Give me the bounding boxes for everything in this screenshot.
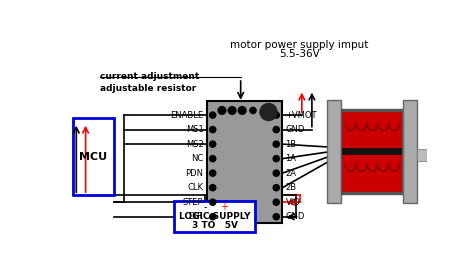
Circle shape [273, 127, 279, 133]
Bar [342, 112, 401, 150]
Text: GND: GND [285, 125, 305, 134]
Text: GND: GND [285, 212, 305, 221]
Circle shape [273, 170, 279, 176]
Text: 5.5-36V: 5.5-36V [279, 49, 320, 59]
Text: 1B: 1B [285, 140, 297, 149]
Text: 2B: 2B [285, 183, 297, 192]
Bar [341, 109, 402, 194]
Circle shape [273, 112, 279, 118]
Text: motor power supply imput: motor power supply imput [230, 40, 369, 50]
Circle shape [210, 112, 216, 118]
Circle shape [260, 103, 277, 120]
Bar [73, 118, 113, 195]
Text: MS1: MS1 [186, 125, 203, 134]
Bar [417, 149, 438, 161]
Circle shape [210, 156, 216, 162]
Circle shape [210, 214, 216, 220]
Circle shape [210, 185, 216, 191]
Text: 1A: 1A [285, 154, 297, 163]
Text: 3 TO   5V: 3 TO 5V [191, 221, 237, 230]
Circle shape [250, 107, 256, 114]
Text: STEP: STEP [183, 198, 203, 207]
Circle shape [210, 127, 216, 133]
Bar [342, 153, 401, 190]
Text: VIO: VIO [285, 198, 301, 207]
Text: CLK: CLK [187, 183, 203, 192]
Text: ENABLE: ENABLE [170, 111, 203, 120]
Circle shape [273, 199, 279, 205]
Text: PDN: PDN [185, 169, 203, 178]
Bar [207, 101, 283, 223]
Bar [402, 100, 417, 203]
Text: +VMOT: +VMOT [285, 111, 317, 120]
Text: MCU: MCU [79, 152, 108, 162]
Bar [342, 148, 401, 154]
Circle shape [210, 141, 216, 147]
Circle shape [210, 199, 216, 205]
Bar [174, 201, 255, 232]
Text: DIR: DIR [189, 212, 203, 221]
Text: 2A: 2A [285, 169, 297, 178]
Text: NC: NC [191, 154, 203, 163]
Circle shape [210, 170, 216, 176]
Bar [327, 100, 341, 203]
Circle shape [273, 141, 279, 147]
Circle shape [228, 107, 236, 114]
Circle shape [273, 156, 279, 162]
Circle shape [238, 107, 246, 114]
Circle shape [218, 107, 226, 114]
Text: current adjustment
adjustable resistor: current adjustment adjustable resistor [100, 72, 199, 93]
Circle shape [273, 185, 279, 191]
Text: LOGIC SUPPLY: LOGIC SUPPLY [179, 212, 250, 221]
Text: -: - [203, 202, 207, 213]
Text: MS2: MS2 [186, 140, 203, 149]
Text: +: + [220, 202, 228, 213]
Circle shape [273, 214, 279, 220]
